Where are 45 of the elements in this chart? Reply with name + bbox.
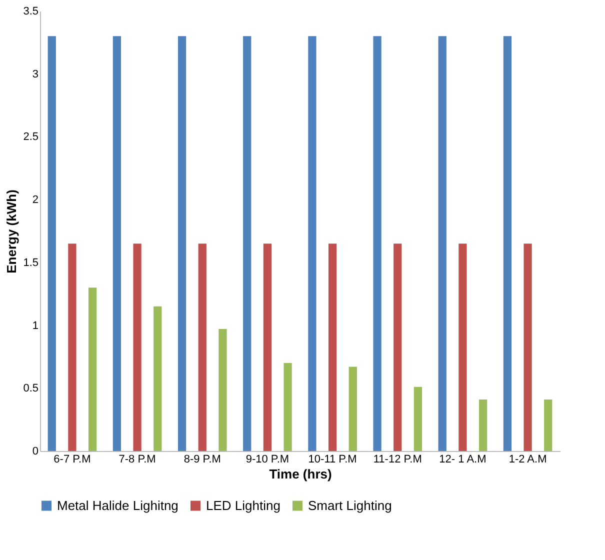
legend-label: LED Lighting xyxy=(206,498,280,513)
bar xyxy=(112,36,122,451)
bar xyxy=(373,36,382,451)
legend-label: Smart Lighting xyxy=(308,498,392,513)
bar xyxy=(88,288,97,451)
bar xyxy=(48,36,56,451)
bar xyxy=(438,36,446,451)
bar xyxy=(414,386,422,451)
x-tick-label: 6-7 P.M xyxy=(54,454,91,466)
x-tick-label: 9-10 P.M xyxy=(246,454,290,466)
y-axis-title: Energy (kWh) xyxy=(4,190,20,274)
y-tick-label: 1 xyxy=(32,320,38,332)
bar xyxy=(133,244,142,451)
bar xyxy=(68,244,76,451)
x-tick-label: 1-2 A.M xyxy=(508,454,547,466)
legend-label: Metal Halide Lighitng xyxy=(57,498,178,513)
y-tick-label: 0.5 xyxy=(23,382,38,395)
bar xyxy=(198,244,206,451)
bar xyxy=(503,36,512,451)
bar xyxy=(218,329,227,451)
x-tick-label: 12- 1 A.M xyxy=(439,454,486,466)
bar xyxy=(178,36,186,451)
bar xyxy=(478,399,488,451)
x-tick-label: 11-12 P.M xyxy=(373,454,422,466)
bar xyxy=(154,306,162,451)
y-tick-label: 0 xyxy=(32,446,38,458)
y-tick-label: 2.5 xyxy=(23,131,38,144)
bar xyxy=(328,244,337,451)
bar xyxy=(458,244,467,451)
bar xyxy=(524,244,532,451)
bar xyxy=(263,244,272,451)
bar xyxy=(394,244,402,451)
x-axis-title: Time (hrs) xyxy=(269,466,332,482)
bar xyxy=(348,366,357,451)
bar xyxy=(544,399,552,451)
bar xyxy=(243,36,252,451)
y-tick-label: 2 xyxy=(32,194,38,206)
y-tick-label: 3.5 xyxy=(23,6,38,18)
x-tick-label: 7-8 P.M xyxy=(118,454,156,466)
y-tick-label: 3 xyxy=(32,68,38,80)
x-tick-label: 8-9 P.M xyxy=(184,454,221,466)
x-tick-label: 10-11 P.M xyxy=(308,454,357,466)
y-tick-label: 1.5 xyxy=(23,256,38,269)
bar xyxy=(308,36,316,451)
bar xyxy=(284,363,292,451)
